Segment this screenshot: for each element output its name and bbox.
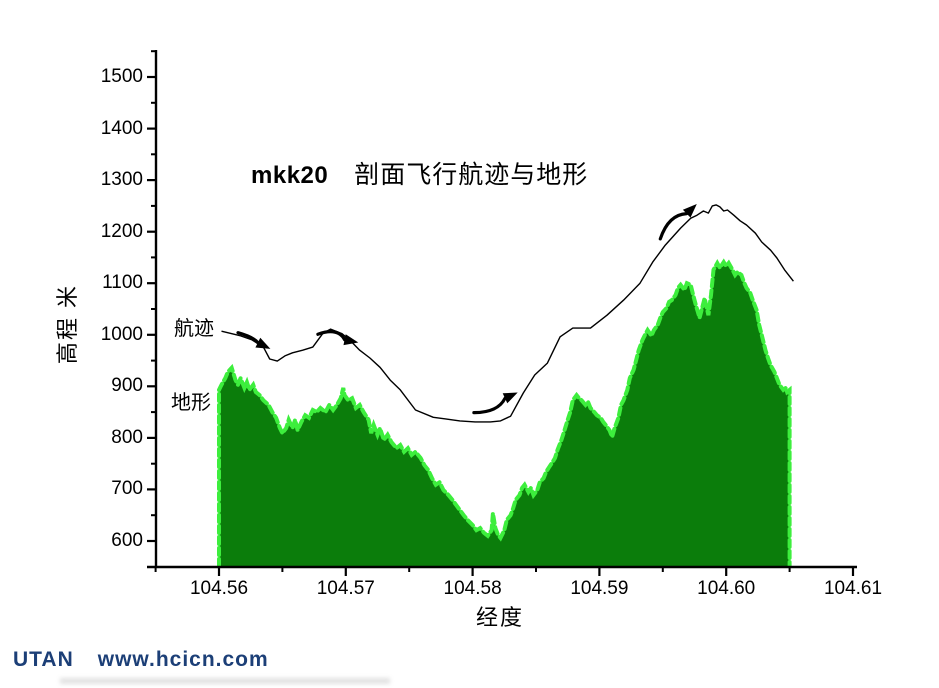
terrain-edge [217,258,792,568]
direction-arrow-tail [472,396,507,415]
watermark-shadow [60,678,390,684]
x-tick-label: 104.60 [697,578,756,599]
trajectory-line [221,204,794,423]
y-tick-label: 700 [111,478,143,500]
y-tick-label: 1000 [100,323,143,345]
direction-arrow-tail [316,330,347,342]
x-tick-label: 104.59 [570,578,629,599]
direction-arrow-head [502,392,518,404]
y-tick-label: 1100 [102,272,143,294]
x-tick-label: 104.56 [189,578,249,599]
direction-arrow-tail [658,212,689,241]
y-tick-label: 1200 [100,220,143,242]
y-tick-label: 900 [111,375,143,397]
watermark-url[interactable]: www.hcicn.com [97,648,269,671]
y-tick-label: 1300 [100,169,143,191]
watermark-brand: UTAN [13,648,74,671]
y-tick-label: 600 [111,530,143,551]
chart-title-prefix: mkk20 [251,162,329,189]
terrain-series-label: 地形 [171,392,211,414]
direction-arrow-head [343,334,359,346]
direction-arrow-tail [236,331,260,345]
trajectory-series-label: 航迹 [174,318,214,340]
y-tick-label: 1500 [100,65,143,87]
watermark: UTAN www.hcicn.com [13,648,269,672]
y-tick-label: 1400 [100,117,143,139]
direction-arrow-head [682,204,697,218]
terrain-area [219,262,790,567]
chart-title: mkk20 剖面飞行航迹与地形 [251,155,588,191]
chart-title-main: 剖面飞行航迹与地形 [354,161,589,189]
x-tick-label: 104.61 [823,578,883,599]
x-tick-label: 104.58 [443,578,502,599]
x-axis-title: 经度 [475,605,524,630]
x-tick-label: 104.57 [316,578,375,599]
y-tick-label: 800 [111,426,143,448]
direction-arrow-head [255,337,271,349]
y-axis-title: 高程 米 [55,283,80,365]
